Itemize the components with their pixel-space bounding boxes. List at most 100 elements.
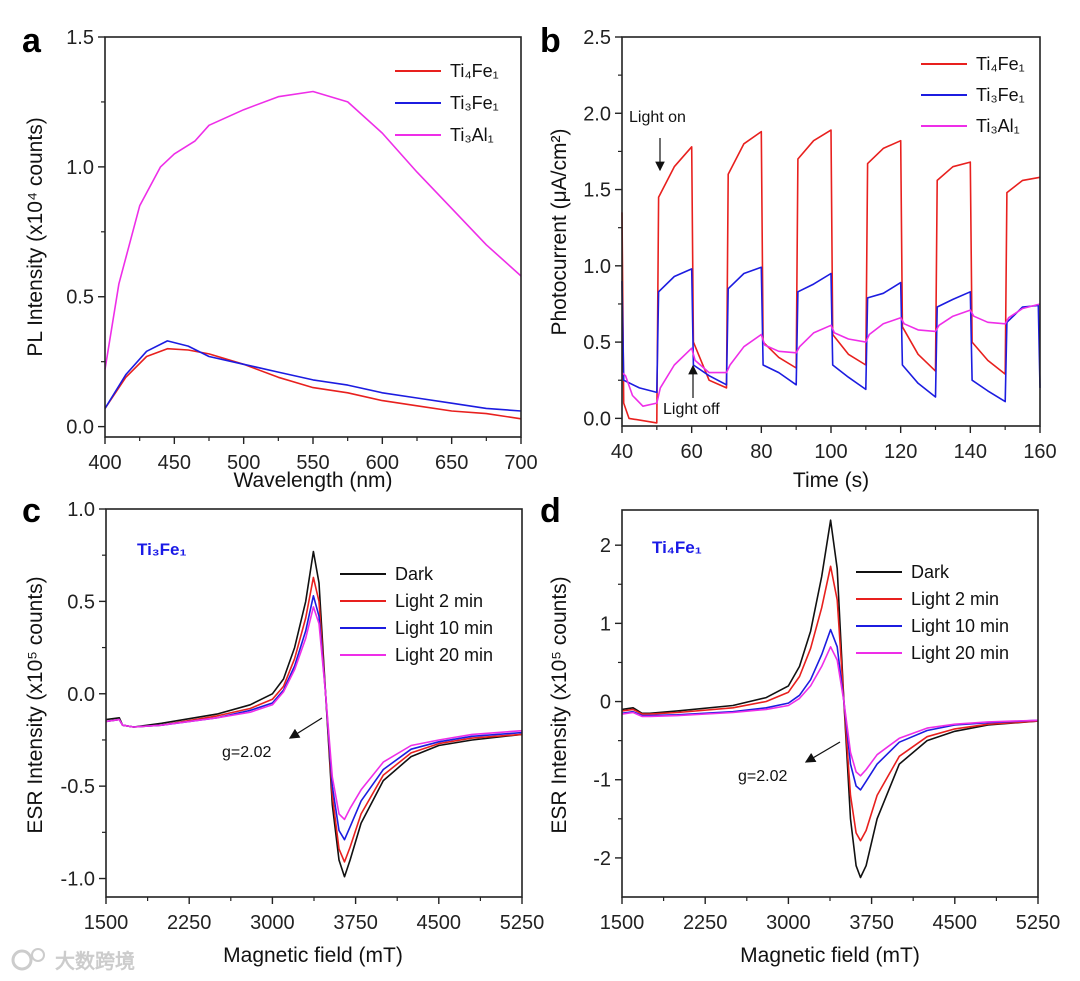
y-tick-label: 2 [600, 535, 611, 557]
y-tick-label: -2 [593, 848, 611, 870]
x-axis-title: Wavelength (nm) [233, 469, 392, 492]
x-tick-label: 40 [611, 441, 633, 463]
x-tick-label: 4500 [933, 912, 978, 934]
sample-label: Ti₃Fe₁ [137, 540, 187, 559]
y-tick-label: 0.0 [67, 684, 95, 706]
legend-label: Light 20 min [395, 645, 493, 665]
y-tick-label: 1.0 [66, 157, 94, 179]
series-line-red [621, 565, 1039, 842]
y-tick-label: 0.5 [67, 591, 95, 613]
sample-label: Ti₄Fe₁ [652, 538, 702, 557]
x-tick-label: 140 [954, 441, 987, 463]
x-tick-label: 160 [1023, 441, 1056, 463]
legend-label: Ti₃Fe₁ [976, 85, 1025, 105]
legend-label: Ti₃Al₁ [976, 116, 1020, 136]
x-tick-label: 500 [227, 452, 260, 474]
y-tick-label: -1.0 [61, 869, 95, 891]
y-tick-label: 1.0 [67, 499, 95, 521]
x-tick-label: 700 [504, 452, 537, 474]
legend-label: Ti₃Al₁ [450, 125, 494, 145]
series-line-magenta [621, 645, 1039, 777]
legend-label: Light 2 min [395, 591, 483, 611]
y-tick-label: 2.5 [583, 27, 611, 49]
y-axis-title: Photocurrent (μA/cm²) [548, 129, 571, 336]
x-tick-label: 5250 [500, 912, 545, 934]
x-tick-label: 60 [681, 441, 703, 463]
y-tick-label: -1 [593, 770, 611, 792]
legend-label: Ti₃Fe₁ [450, 93, 499, 113]
panel-letter: a [22, 22, 42, 60]
legend-label: Light 20 min [911, 643, 1009, 663]
legend-label: Light 10 min [911, 616, 1009, 636]
panel-letter: c [22, 492, 41, 530]
y-axis-title: ESR Intensity (x10⁵ counts) [548, 576, 571, 833]
series-line-black [105, 550, 523, 878]
y-tick-label: 0.5 [66, 287, 94, 309]
x-tick-label: 600 [366, 452, 399, 474]
x-tick-label: 450 [158, 452, 191, 474]
y-axis-title: ESR Intensity (x10⁵ counts) [24, 576, 47, 833]
x-tick-label: 3000 [250, 912, 295, 934]
x-tick-label: 5250 [1016, 912, 1061, 934]
x-tick-label: 80 [750, 441, 772, 463]
y-tick-label: 1.0 [583, 256, 611, 278]
series-line-magenta [104, 90, 522, 370]
y-tick-label: 1.5 [583, 180, 611, 202]
y-axis-title: PL Intensity (x10⁴ counts) [24, 117, 47, 356]
series-line-magenta [105, 606, 523, 821]
series-line-black [621, 519, 1039, 879]
series-line-red [104, 347, 522, 420]
watermark-text: 大数跨境 [55, 949, 135, 973]
series-line-blue [621, 266, 1041, 403]
x-tick-label: 4500 [417, 912, 462, 934]
panel-b: b Ti₄Fe₁ Ti₃Fe₁ Ti₃Al₁ 40 60 80 100 120 140 160 0.0… [540, 22, 1057, 492]
legend-label: Dark [911, 562, 950, 582]
light-on-annotation: Light on [629, 109, 686, 126]
legend-label: Ti₄Fe₁ [976, 54, 1025, 74]
panel-letter: b [540, 22, 561, 60]
x-tick-label: 100 [814, 441, 847, 463]
x-tick-label: 120 [884, 441, 917, 463]
y-tick-label: 1 [600, 613, 611, 635]
x-tick-label: 3750 [849, 912, 894, 934]
y-tick-label: 0.0 [583, 408, 611, 430]
x-tick-label: 650 [435, 452, 468, 474]
x-axis-title: Magnetic field (mT) [223, 944, 403, 967]
x-tick-label: 3750 [333, 912, 378, 934]
legend-label: Light 2 min [911, 589, 999, 609]
plot-frame [105, 508, 523, 898]
g-factor-annotation: g=2.02 [738, 768, 787, 785]
y-tick-label: 0.0 [66, 417, 94, 439]
x-tick-label: 3000 [766, 912, 811, 934]
y-tick-label: -0.5 [61, 776, 95, 798]
panel-d: d Dark Light 2 min Light 10 min Light 20 min… [540, 492, 1060, 967]
x-tick-label: 1500 [600, 912, 645, 934]
y-tick-label: 0.5 [583, 332, 611, 354]
x-tick-label: 1500 [84, 912, 129, 934]
legend-label: Light 10 min [395, 618, 493, 638]
y-tick-label: 1.5 [66, 27, 94, 49]
panel-letter: d [540, 492, 561, 530]
series-line-blue [104, 340, 522, 412]
annotation-arrow [288, 717, 323, 739]
x-axis-title: Time (s) [793, 469, 869, 492]
panel-c: c Dark Light 2 min Light 10 min Light 20 min… [22, 492, 544, 967]
x-tick-label: 550 [296, 452, 329, 474]
panel-a: a Ti₄Fe₁ Ti₃Fe₁ Ti₃Al₁ 400 450 500 550 600 650 700… [22, 22, 538, 492]
g-factor-annotation: g=2.02 [222, 744, 271, 761]
legend-label: Dark [395, 564, 434, 584]
series-line-magenta [621, 303, 1041, 408]
y-tick-label: 0 [600, 692, 611, 714]
x-tick-label: 2250 [683, 912, 728, 934]
y-tick-label: 2.0 [583, 103, 611, 125]
annotation-arrow [804, 741, 841, 763]
x-axis-title: Magnetic field (mT) [740, 944, 920, 967]
x-tick-label: 400 [88, 452, 121, 474]
watermark: 大数跨境 [11, 948, 135, 973]
x-tick-label: 2250 [167, 912, 212, 934]
legend-label: Ti₄Fe₁ [450, 61, 499, 81]
light-off-annotation: Light off [663, 401, 720, 418]
series-line-red [621, 129, 1041, 424]
